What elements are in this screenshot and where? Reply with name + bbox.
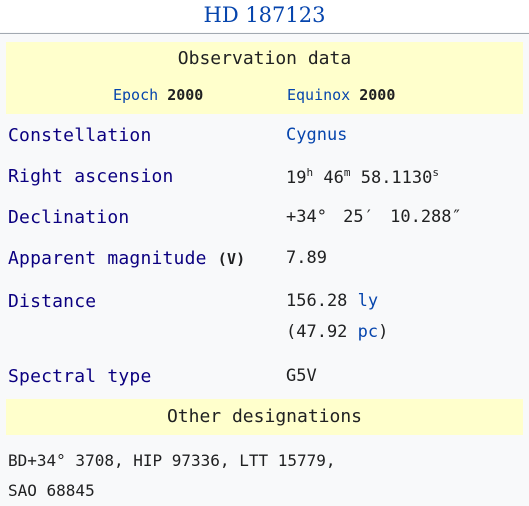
ra-seconds-unit: s xyxy=(432,166,439,179)
designations-line-2: SAO 68845 xyxy=(8,481,95,500)
distance-pc-close: ) xyxy=(378,322,389,342)
declination-link[interactable]: Declination xyxy=(8,207,130,228)
title-divider xyxy=(0,33,529,34)
constellation-link[interactable]: Constellation xyxy=(8,125,152,146)
ra-seconds: 58.1130 xyxy=(360,168,433,188)
equinox: Equinox 2000 xyxy=(287,86,395,104)
equinox-link[interactable]: Equinox xyxy=(287,86,351,104)
observation-data-title: Observation data xyxy=(177,48,352,69)
ra-hours-unit: h xyxy=(306,166,314,179)
epoch-link[interactable]: Epoch xyxy=(113,86,159,104)
epoch: Epoch 2000 xyxy=(113,86,203,104)
infobox-title: HD 187123 xyxy=(0,0,529,32)
spectral-type-link[interactable]: Spectral type xyxy=(8,366,152,387)
right-ascension-link[interactable]: Right ascension xyxy=(8,166,174,187)
apparent-magnitude-value: 7.89 xyxy=(286,248,327,268)
ra-minutes-unit: m xyxy=(343,166,351,179)
distance-link[interactable]: Distance xyxy=(8,291,97,312)
distance-pc: (47.92 pc) xyxy=(286,322,388,342)
epoch-value: 2000 xyxy=(167,86,204,104)
cygnus-link[interactable]: Cygnus xyxy=(286,125,348,145)
spectral-type-value: G5V xyxy=(286,366,317,386)
equinox-value: 2000 xyxy=(359,86,396,104)
right-ascension-value: 19h 46m 58.1130s xyxy=(286,166,439,188)
distance-ly: 156.28 ly xyxy=(286,291,378,311)
other-designations-header[interactable]: Other designations xyxy=(6,399,523,435)
constellation-value: Cygnus xyxy=(286,125,347,145)
designations-list: BD+34° 3708, HIP 97336, LTT 15779, SAO 6… xyxy=(8,446,518,506)
apparent-magnitude-link[interactable]: Apparent magnitude xyxy=(8,248,207,269)
light-year-link[interactable]: ly xyxy=(357,291,379,311)
designations-line-1: BD+34° 3708, HIP 97336, LTT 15779, xyxy=(8,451,336,470)
observation-data-header: Observation data Epoch 2000 Equinox 2000 xyxy=(6,42,523,114)
distance-pc-value: (47.92 xyxy=(286,322,348,342)
declination-value: +34° 25′ 10.288″ xyxy=(286,207,462,227)
v-band-link[interactable]: (V) xyxy=(217,250,246,268)
parsec-link[interactable]: pc xyxy=(357,322,379,342)
distance-ly-value: 156.28 xyxy=(286,291,348,311)
ra-minutes: 46 xyxy=(323,168,344,188)
apparent-magnitude-row-label: Apparent magnitude (V) xyxy=(8,248,245,269)
ra-hours: 19 xyxy=(286,168,307,188)
